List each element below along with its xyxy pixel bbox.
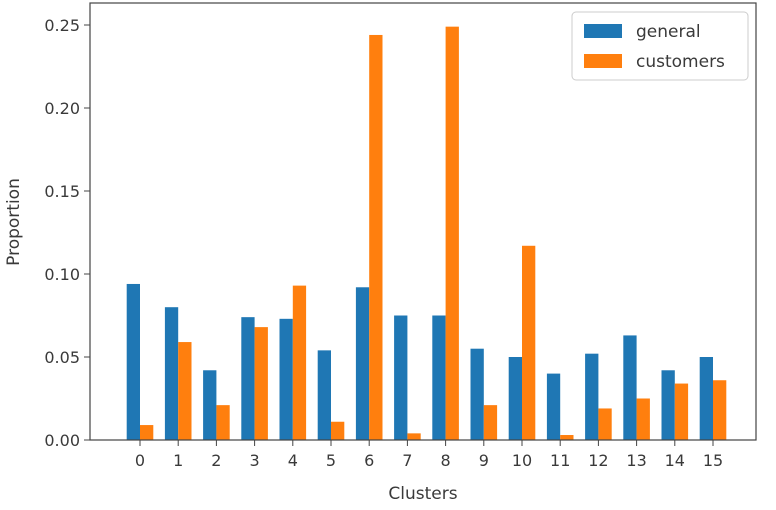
bar-customers-3 [254, 327, 268, 440]
bar-general-13 [623, 335, 637, 440]
bar-customers-12 [598, 408, 612, 440]
bar-general-14 [661, 370, 675, 440]
bar-customers-7 [407, 433, 421, 440]
bar-general-8 [432, 315, 446, 440]
bar-general-3 [241, 317, 255, 440]
bar-customers-2 [216, 405, 230, 440]
y-tick-label: 0.25 [44, 16, 80, 35]
bar-customers-10 [522, 245, 536, 440]
y-tick-label: 0.15 [44, 182, 80, 201]
y-tick-label: 0.00 [44, 431, 80, 450]
bar-customers-6 [369, 34, 383, 441]
bar-customers-0 [140, 425, 154, 440]
bar-general-5 [317, 350, 331, 440]
x-tick-label: 1 [173, 451, 183, 470]
bar-customers-13 [636, 398, 650, 440]
x-tick-label: 13 [626, 451, 646, 470]
bars-group [126, 26, 727, 441]
bar-customers-1 [178, 342, 192, 440]
y-tick-label: 0.20 [44, 99, 80, 118]
x-tick-label: 14 [665, 451, 685, 470]
x-tick-label: 5 [326, 451, 336, 470]
x-tick-label: 11 [550, 451, 570, 470]
x-tick-label: 9 [479, 451, 489, 470]
legend-label-customers: customers [636, 52, 725, 72]
legend-label-general: general [636, 22, 701, 42]
x-tick-label: 4 [288, 451, 298, 470]
bar-customers-5 [331, 421, 345, 440]
x-tick-label: 3 [250, 451, 260, 470]
bar-general-4 [279, 318, 293, 440]
bar-customers-4 [292, 285, 307, 440]
y-tick-label: 0.10 [44, 265, 80, 284]
legend-swatch-general [584, 24, 622, 38]
y-axis: 0.00 0.05 0.10 0.15 0.20 0.25 [44, 16, 90, 450]
legend-swatch-customers [584, 54, 622, 68]
x-axis: 0 1 2 3 4 5 6 7 8 9 10 11 12 13 14 15 [135, 440, 723, 470]
legend: general customers [571, 11, 749, 81]
x-axis-label: Clusters [388, 484, 457, 504]
bar-general-11 [546, 373, 561, 440]
bar-general-6 [355, 287, 370, 440]
bar-general-10 [508, 357, 522, 440]
x-tick-label: 12 [588, 451, 608, 470]
plot-frame [89, 2, 757, 441]
y-tick-label: 0.05 [44, 348, 80, 367]
bar-general-12 [585, 353, 599, 440]
bar-customers-15 [713, 380, 727, 440]
bar-general-7 [394, 315, 408, 440]
bar-general-9 [470, 348, 484, 440]
x-tick-label: 0 [135, 451, 145, 470]
y-axis-label: Proportion [4, 178, 24, 266]
bar-customers-14 [674, 383, 689, 440]
x-tick-label: 8 [441, 451, 451, 470]
x-tick-label: 6 [364, 451, 374, 470]
x-tick-label: 10 [512, 451, 532, 470]
bar-customers-8 [445, 26, 459, 440]
bar-general-1 [164, 307, 179, 440]
bar-customers-11 [560, 435, 574, 440]
x-tick-label: 15 [703, 451, 723, 470]
bar-customers-9 [483, 405, 498, 440]
bar-general-15 [699, 357, 713, 440]
x-tick-label: 2 [211, 451, 221, 470]
bar-general-2 [203, 370, 217, 440]
bar-general-0 [126, 283, 140, 440]
x-tick-label: 7 [402, 451, 412, 470]
